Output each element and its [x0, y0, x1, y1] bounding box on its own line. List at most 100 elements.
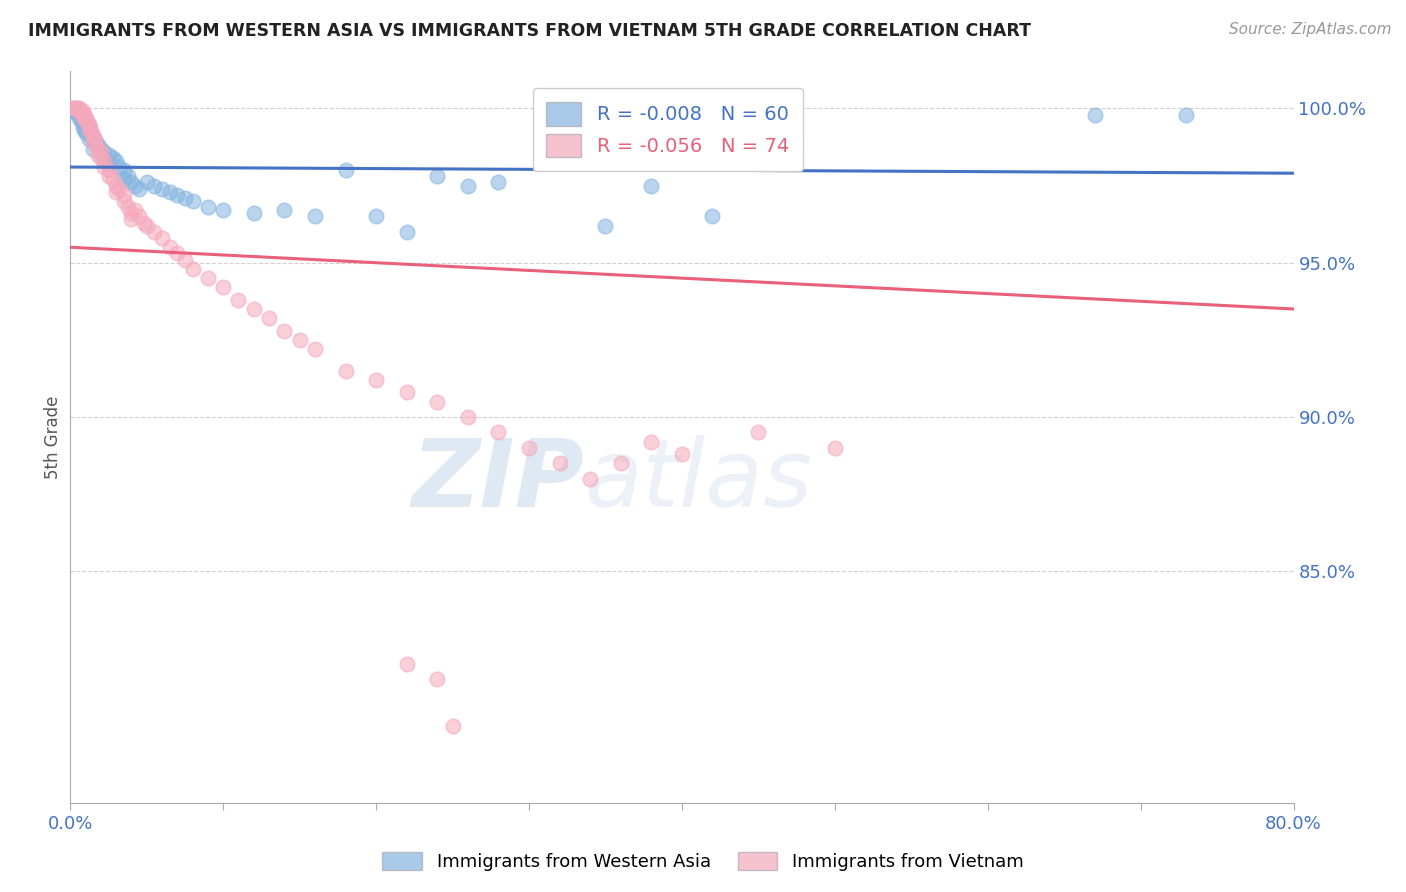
Point — [82, 136, 104, 150]
Point — [65, 104, 87, 119]
Point — [366, 373, 388, 387]
Point — [79, 120, 101, 134]
Point — [69, 102, 91, 116]
Point — [70, 107, 93, 121]
Point — [80, 126, 103, 140]
Point — [93, 153, 115, 168]
Point — [174, 252, 197, 267]
Point — [72, 120, 94, 134]
Point — [112, 194, 135, 208]
Point — [112, 163, 135, 178]
Point — [166, 246, 188, 260]
Point — [488, 425, 510, 440]
Point — [112, 187, 135, 202]
Point — [79, 126, 101, 140]
Point — [73, 111, 96, 125]
Point — [76, 113, 98, 128]
Point — [90, 151, 112, 165]
Point — [93, 145, 115, 159]
Point — [610, 456, 633, 470]
Point — [83, 132, 105, 146]
Text: ZIP: ZIP — [411, 435, 583, 527]
Point — [128, 181, 150, 195]
Point — [517, 441, 540, 455]
Text: IMMIGRANTS FROM WESTERN ASIA VS IMMIGRANTS FROM VIETNAM 5TH GRADE CORRELATION CH: IMMIGRANTS FROM WESTERN ASIA VS IMMIGRAN… — [28, 22, 1031, 40]
Point — [90, 145, 112, 159]
Point — [117, 200, 139, 214]
Point — [1084, 107, 1107, 121]
Point — [77, 123, 100, 137]
Point — [595, 219, 617, 233]
Point — [97, 163, 120, 178]
Point — [159, 185, 181, 199]
Point — [62, 104, 84, 119]
Point — [124, 203, 146, 218]
Point — [75, 117, 97, 131]
Point — [457, 178, 479, 193]
Point — [159, 240, 181, 254]
Point — [212, 203, 235, 218]
Point — [335, 163, 357, 178]
Point — [73, 123, 96, 137]
Point — [63, 104, 86, 119]
Point — [640, 178, 662, 193]
Point — [197, 271, 219, 285]
Point — [87, 147, 110, 161]
Point — [228, 293, 250, 307]
Point — [257, 311, 280, 326]
Point — [273, 203, 295, 218]
Point — [90, 141, 112, 155]
Point — [105, 153, 128, 168]
Point — [426, 673, 449, 687]
Point — [70, 104, 93, 119]
Point — [101, 151, 124, 165]
Point — [212, 280, 235, 294]
Point — [76, 120, 98, 134]
Point — [166, 187, 188, 202]
Point — [124, 178, 146, 193]
Point — [395, 657, 418, 671]
Point — [82, 132, 104, 146]
Point — [66, 104, 89, 119]
Y-axis label: 5th Grade: 5th Grade — [44, 395, 62, 479]
Point — [488, 176, 510, 190]
Point — [75, 126, 97, 140]
Point — [457, 410, 479, 425]
Point — [288, 333, 311, 347]
Point — [150, 231, 173, 245]
Point — [366, 210, 388, 224]
Point — [69, 104, 91, 119]
Point — [181, 261, 204, 276]
Point — [395, 385, 418, 400]
Point — [640, 434, 662, 449]
Point — [304, 210, 326, 224]
Point — [108, 160, 131, 174]
Point — [62, 102, 84, 116]
Point — [548, 456, 571, 470]
Point — [73, 107, 96, 121]
Point — [77, 117, 100, 131]
Point — [304, 342, 326, 356]
Point — [1175, 107, 1198, 121]
Point — [69, 104, 91, 119]
Point — [105, 185, 128, 199]
Point — [70, 113, 93, 128]
Point — [426, 394, 449, 409]
Legend: R = -0.008   N = 60, R = -0.056   N = 74: R = -0.008 N = 60, R = -0.056 N = 74 — [533, 88, 803, 171]
Point — [143, 178, 166, 193]
Point — [121, 212, 143, 227]
Point — [121, 176, 143, 190]
Point — [101, 172, 124, 186]
Point — [87, 138, 110, 153]
Point — [82, 129, 104, 144]
Point — [77, 123, 100, 137]
Point — [747, 425, 769, 440]
Point — [579, 472, 602, 486]
Text: atlas: atlas — [583, 435, 813, 526]
Point — [72, 104, 94, 119]
Text: Source: ZipAtlas.com: Source: ZipAtlas.com — [1229, 22, 1392, 37]
Point — [69, 111, 91, 125]
Point — [84, 138, 107, 153]
Point — [112, 172, 135, 186]
Point — [97, 157, 120, 171]
